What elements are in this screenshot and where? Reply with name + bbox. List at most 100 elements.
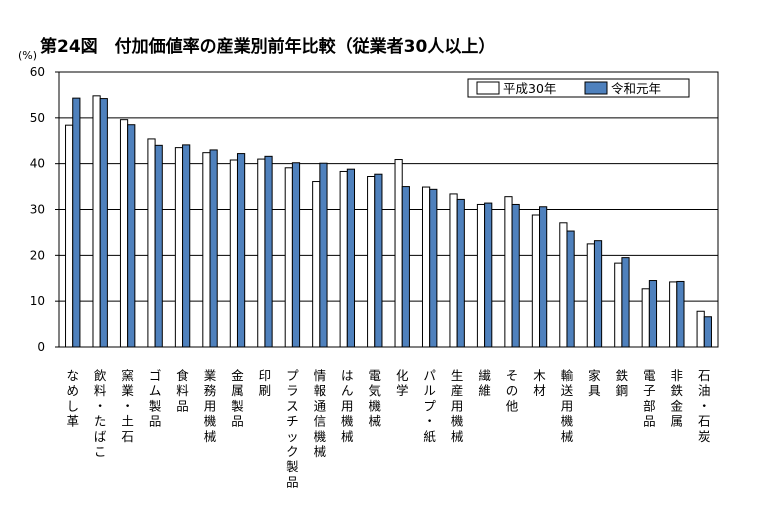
bar-reiwa1: [622, 258, 629, 347]
bar-reiwa1: [347, 169, 354, 347]
category-label-char: 木: [533, 368, 546, 383]
category-label-char: 品: [231, 414, 244, 429]
bar-reiwa1: [649, 281, 656, 347]
bar-reiwa1: [430, 189, 437, 347]
category-label-char: 気: [369, 383, 382, 398]
category-label: 化学: [396, 368, 409, 398]
category-label-char: 機: [451, 414, 464, 429]
category-label-char: 化: [396, 368, 409, 383]
category-label-char: ゴ: [149, 368, 162, 383]
category-label-char: し: [66, 398, 79, 413]
category-label-char: ム: [149, 383, 162, 398]
bar-heisei30: [422, 187, 429, 347]
category-label-char: 窯: [121, 368, 134, 383]
category-label-char: 石: [121, 429, 134, 444]
category-label-char: ・: [121, 398, 134, 413]
bar-reiwa1: [677, 281, 684, 347]
y-tick-label: 50: [30, 111, 45, 125]
y-tick-label: 60: [30, 65, 45, 79]
category-label-char: 石: [698, 414, 711, 429]
category-label-char: 部: [643, 398, 656, 413]
category-label-char: 印: [259, 368, 272, 383]
bar-reiwa1: [457, 199, 464, 347]
bar-heisei30: [532, 215, 539, 347]
category-label-char: の: [506, 383, 519, 398]
bar-heisei30: [477, 204, 484, 347]
category-label-char: 械: [451, 429, 464, 444]
bar-heisei30: [203, 153, 210, 347]
category-label: なめし革: [66, 368, 79, 429]
legend-swatch-reiwa1: [585, 82, 607, 94]
category-label-char: 属: [231, 383, 244, 398]
category-label-char: 家: [588, 368, 601, 383]
bar-heisei30: [66, 125, 73, 347]
category-label-char: 油: [698, 383, 711, 398]
category-label-char: 非: [671, 368, 684, 383]
category-label-char: は: [341, 368, 354, 383]
category-label-char: パ: [423, 368, 436, 383]
bar-reiwa1: [265, 156, 272, 347]
category-label-char: 業: [121, 383, 134, 398]
category-label-char: 材: [533, 383, 546, 398]
bar-reiwa1: [402, 187, 409, 347]
category-label-char: 用: [204, 398, 217, 413]
category-label-char: 土: [121, 414, 134, 429]
category-label-char: 飲: [94, 368, 107, 383]
bar-heisei30: [642, 289, 649, 347]
category-label: 電子部品: [643, 368, 656, 429]
category-label-char: プ: [423, 398, 436, 413]
legend: 平成30年 令和元年: [468, 79, 689, 97]
category-label-char: ん: [341, 383, 354, 398]
bar-reiwa1: [375, 174, 382, 347]
category-label-char: 他: [506, 398, 519, 413]
category-label-char: ラ: [286, 383, 299, 398]
category-label-char: 製: [286, 459, 299, 474]
bar-heisei30: [93, 96, 100, 347]
category-label-char: 機: [561, 414, 574, 429]
bar-heisei30: [587, 244, 594, 347]
category-label-char: 食: [176, 368, 189, 383]
bar-heisei30: [505, 197, 512, 347]
category-label-char: 機: [369, 398, 382, 413]
category-label-char: 機: [204, 414, 217, 429]
category-label-char: ク: [286, 444, 299, 459]
bar-heisei30: [285, 168, 292, 347]
bar-reiwa1: [183, 145, 190, 347]
category-label-char: ッ: [286, 429, 299, 444]
category-label-char: 用: [451, 398, 464, 413]
category-label-char: 用: [341, 398, 354, 413]
category-label-char: ス: [286, 398, 299, 413]
y-tick-label: 20: [30, 248, 45, 262]
chart-title: 第24図 付加価値率の産業別前年比較（従業者30人以上）: [40, 36, 495, 57]
category-label-char: チ: [286, 414, 299, 429]
category-label-char: 子: [643, 383, 656, 398]
bar-reiwa1: [320, 163, 327, 347]
bar-heisei30: [175, 148, 182, 347]
category-label-char: 送: [561, 383, 574, 398]
category-label-char: 鉄: [671, 383, 684, 398]
bar-reiwa1: [567, 231, 574, 347]
category-label: 木材: [533, 368, 546, 398]
category-label-char: 鋼: [616, 383, 629, 398]
category-label-char: 械: [561, 429, 574, 444]
bar-reiwa1: [512, 204, 519, 347]
category-label: 電気機械: [369, 368, 382, 429]
bar-reiwa1: [155, 145, 162, 347]
category-label-char: 学: [396, 383, 409, 398]
category-label-char: 紙: [423, 429, 436, 444]
category-label: 飲料・たばこ: [94, 368, 107, 459]
category-label-char: 製: [149, 398, 162, 413]
category-label-char: こ: [94, 444, 107, 459]
category-label: 情報通信機械: [314, 368, 327, 459]
bar-heisei30: [697, 311, 704, 347]
bar-reiwa1: [73, 98, 80, 347]
category-label-char: 械: [204, 429, 217, 444]
category-label-char: 属: [671, 414, 684, 429]
bar-heisei30: [120, 120, 127, 347]
category-label-char: 通: [314, 398, 327, 413]
category-label: パルプ・紙: [423, 368, 436, 444]
category-label: 業務用機械: [204, 368, 217, 444]
category-label-char: そ: [506, 368, 519, 383]
category-labels: なめし革飲料・たばこ窯業・土石ゴム製品食料品業務用機械金属製品印刷プラスチック製…: [66, 368, 710, 489]
